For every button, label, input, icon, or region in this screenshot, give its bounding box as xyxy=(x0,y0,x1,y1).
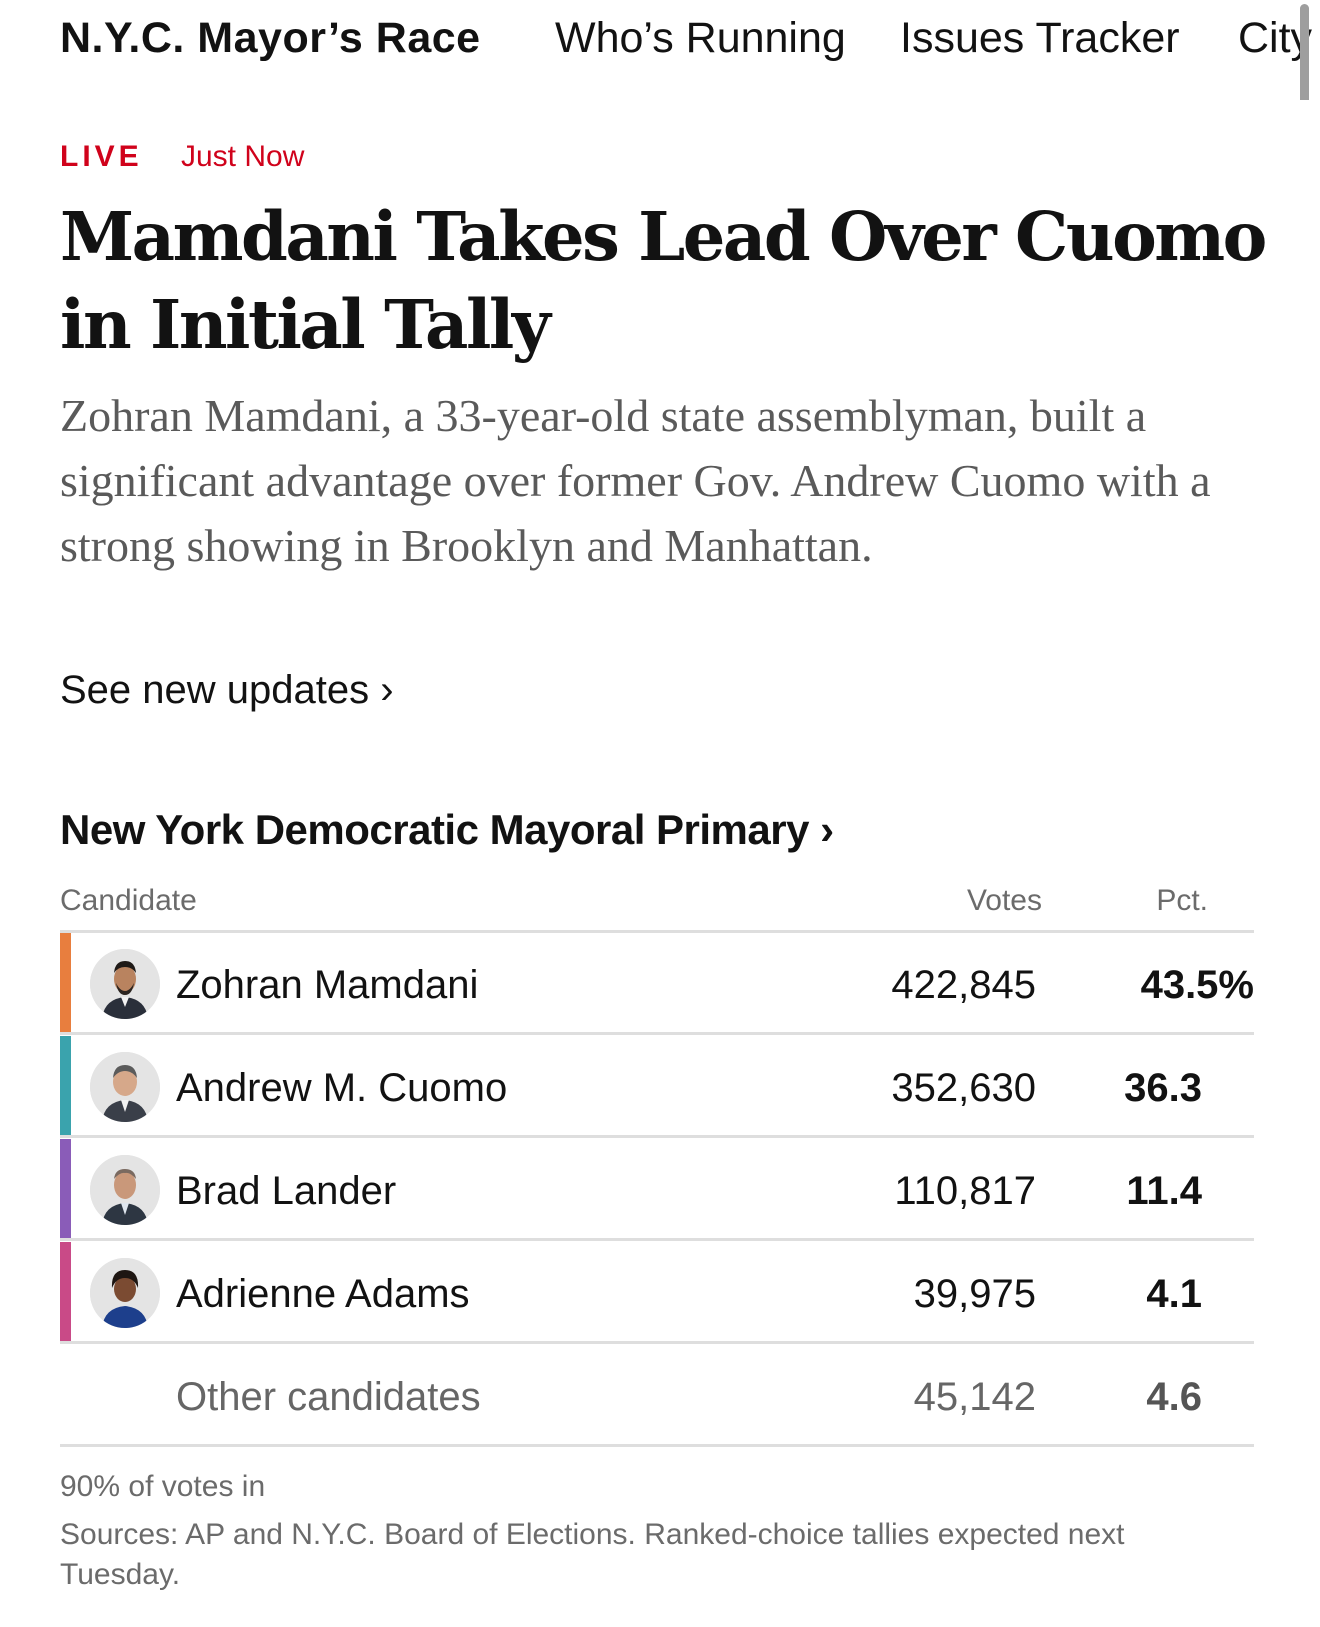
column-header-votes: Votes xyxy=(966,884,1042,917)
avatar xyxy=(90,1258,160,1328)
results-row: Zohran Mamdani 422,845 43.5% xyxy=(60,933,1254,1035)
section-brand-link[interactable]: N.Y.C. Mayor’s Race xyxy=(60,14,481,62)
article-summary: Zohran Mamdani, a 33-year-old state asse… xyxy=(60,390,1211,571)
results-title-link[interactable]: New York Democratic Mayoral Primary › xyxy=(60,806,834,853)
header-divider xyxy=(60,930,1254,933)
nav-link-issues-tracker[interactable]: Issues Tracker xyxy=(900,14,1180,62)
candidate-pct: 4.6 xyxy=(1146,1375,1202,1419)
horizontal-scroll-indicator[interactable] xyxy=(1300,4,1309,100)
candidate-votes: 39,975 xyxy=(913,1272,1036,1316)
candidate-pct: 36.3 xyxy=(1124,1066,1202,1110)
column-header-pct: Pct. xyxy=(1156,884,1208,917)
candidate-color-bar xyxy=(60,1242,71,1341)
candidate-name: Brad Lander xyxy=(176,1169,397,1213)
avatar xyxy=(90,1155,160,1225)
sources-note: Sources: AP and N.Y.C. Board of Election… xyxy=(60,1518,1125,1591)
candidate-name: Adrienne Adams xyxy=(176,1272,470,1316)
candidate-name: Andrew M. Cuomo xyxy=(176,1066,508,1110)
candidate-pct: 11.4 xyxy=(1126,1169,1202,1213)
column-header-candidate: Candidate xyxy=(60,884,197,917)
candidate-votes: 422,845 xyxy=(891,963,1036,1007)
candidate-pct: 43.5% xyxy=(1140,963,1254,1007)
results-row-other: Other candidates 45,142 4.6 xyxy=(60,1345,1254,1447)
candidate-votes: 352,630 xyxy=(891,1066,1036,1110)
candidate-color-bar xyxy=(60,1036,71,1135)
nav-link-whos-running[interactable]: Who’s Running xyxy=(555,14,846,62)
live-timestamp: Just Now xyxy=(181,140,305,173)
results-row: Brad Lander 110,817 11.4 xyxy=(60,1139,1254,1241)
live-label: LIVE xyxy=(60,140,143,173)
candidate-votes: 110,817 xyxy=(894,1169,1036,1213)
results-row: Andrew M. Cuomo 352,630 36.3 xyxy=(60,1036,1254,1138)
nav-link-city[interactable]: City xyxy=(1238,14,1313,62)
candidate-color-bar xyxy=(60,1139,71,1238)
candidate-votes: 45,142 xyxy=(913,1375,1036,1419)
avatar xyxy=(90,949,160,1019)
headline[interactable]: Mamdani Takes Lead Over Cuomo in Initial… xyxy=(60,197,1267,364)
reporting-status: 90% of votes in xyxy=(60,1470,266,1503)
candidate-name: Other candidates xyxy=(176,1375,481,1419)
candidate-name: Zohran Mamdani xyxy=(176,963,479,1007)
results-row: Adrienne Adams 39,975 4.1 xyxy=(60,1242,1254,1344)
candidate-pct: 4.1 xyxy=(1146,1272,1202,1316)
avatar xyxy=(90,1052,160,1122)
see-new-updates-link[interactable]: See new updates › xyxy=(60,668,394,712)
candidate-color-bar xyxy=(60,933,71,1032)
top-navigation: N.Y.C. Mayor’s Race Who’s Running Issues… xyxy=(0,0,1320,100)
